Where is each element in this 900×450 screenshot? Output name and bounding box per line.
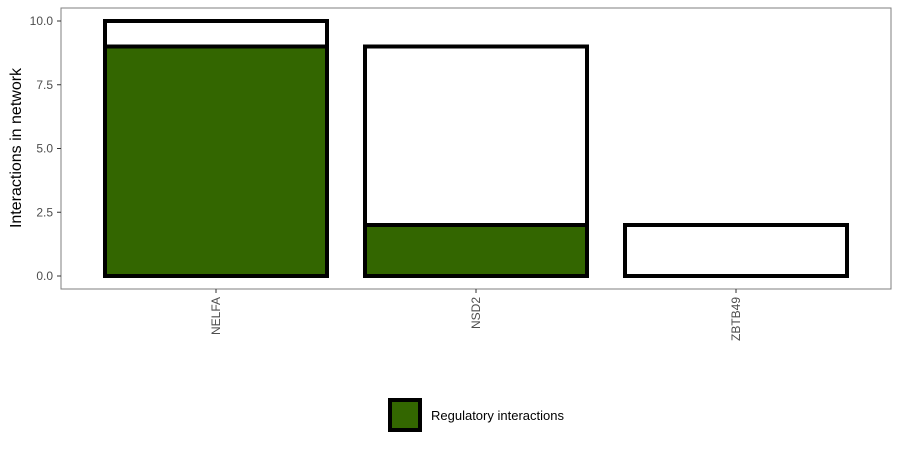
bar-regulatory-nsd2 — [363, 223, 589, 278]
y-tick-label: 5.0 — [36, 142, 53, 156]
regulatory-bars — [103, 44, 589, 278]
y-axis: 0.0 2.5 5.0 7.5 10.0 — [30, 14, 61, 283]
x-tick-label-zbtb49: ZBTB49 — [729, 297, 743, 341]
legend: Regulatory interactions — [388, 398, 564, 432]
x-tick-label-nelfa: NELFA — [209, 297, 223, 335]
y-tick-label: 2.5 — [36, 205, 53, 219]
bar-regulatory-nelfa — [103, 44, 329, 278]
x-tick-label-nsd2: NSD2 — [469, 297, 483, 329]
legend-key-regulatory — [388, 398, 422, 432]
y-tick-label: 0.0 — [36, 269, 53, 283]
y-axis-title: Interactions in network — [8, 67, 25, 228]
legend-label-regulatory: Regulatory interactions — [431, 408, 564, 423]
x-axis: NELFA NSD2 ZBTB49 — [209, 289, 743, 341]
y-tick-label: 10.0 — [30, 14, 54, 28]
y-tick-label: 7.5 — [36, 78, 53, 92]
bar-total-zbtb49 — [623, 223, 849, 278]
